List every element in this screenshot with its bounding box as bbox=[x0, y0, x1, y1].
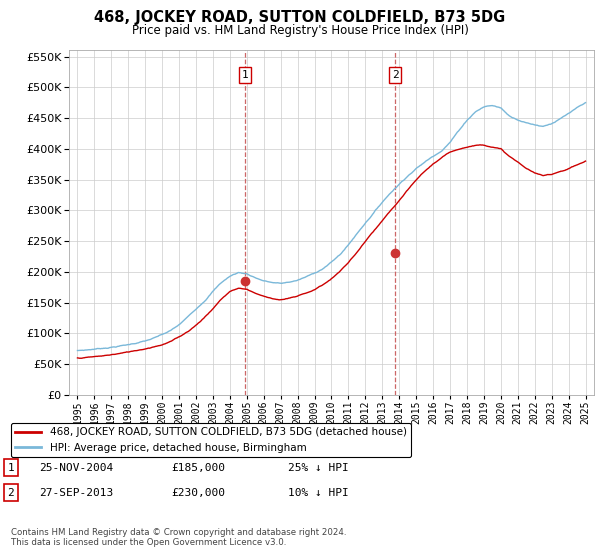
Text: 1: 1 bbox=[7, 463, 14, 473]
Text: 1: 1 bbox=[242, 70, 248, 80]
Text: 25-NOV-2004: 25-NOV-2004 bbox=[39, 463, 113, 473]
Text: Price paid vs. HM Land Registry's House Price Index (HPI): Price paid vs. HM Land Registry's House … bbox=[131, 24, 469, 36]
Text: £185,000: £185,000 bbox=[171, 463, 225, 473]
Text: Contains HM Land Registry data © Crown copyright and database right 2024.
This d: Contains HM Land Registry data © Crown c… bbox=[11, 528, 346, 547]
Text: 468, JOCKEY ROAD, SUTTON COLDFIELD, B73 5DG: 468, JOCKEY ROAD, SUTTON COLDFIELD, B73 … bbox=[94, 10, 506, 25]
Legend: 468, JOCKEY ROAD, SUTTON COLDFIELD, B73 5DG (detached house), HPI: Average price: 468, JOCKEY ROAD, SUTTON COLDFIELD, B73 … bbox=[11, 423, 411, 457]
Text: 25% ↓ HPI: 25% ↓ HPI bbox=[288, 463, 349, 473]
Text: 27-SEP-2013: 27-SEP-2013 bbox=[39, 488, 113, 498]
Text: 10% ↓ HPI: 10% ↓ HPI bbox=[288, 488, 349, 498]
Text: 2: 2 bbox=[392, 70, 398, 80]
Text: 2: 2 bbox=[7, 488, 14, 498]
Text: £230,000: £230,000 bbox=[171, 488, 225, 498]
